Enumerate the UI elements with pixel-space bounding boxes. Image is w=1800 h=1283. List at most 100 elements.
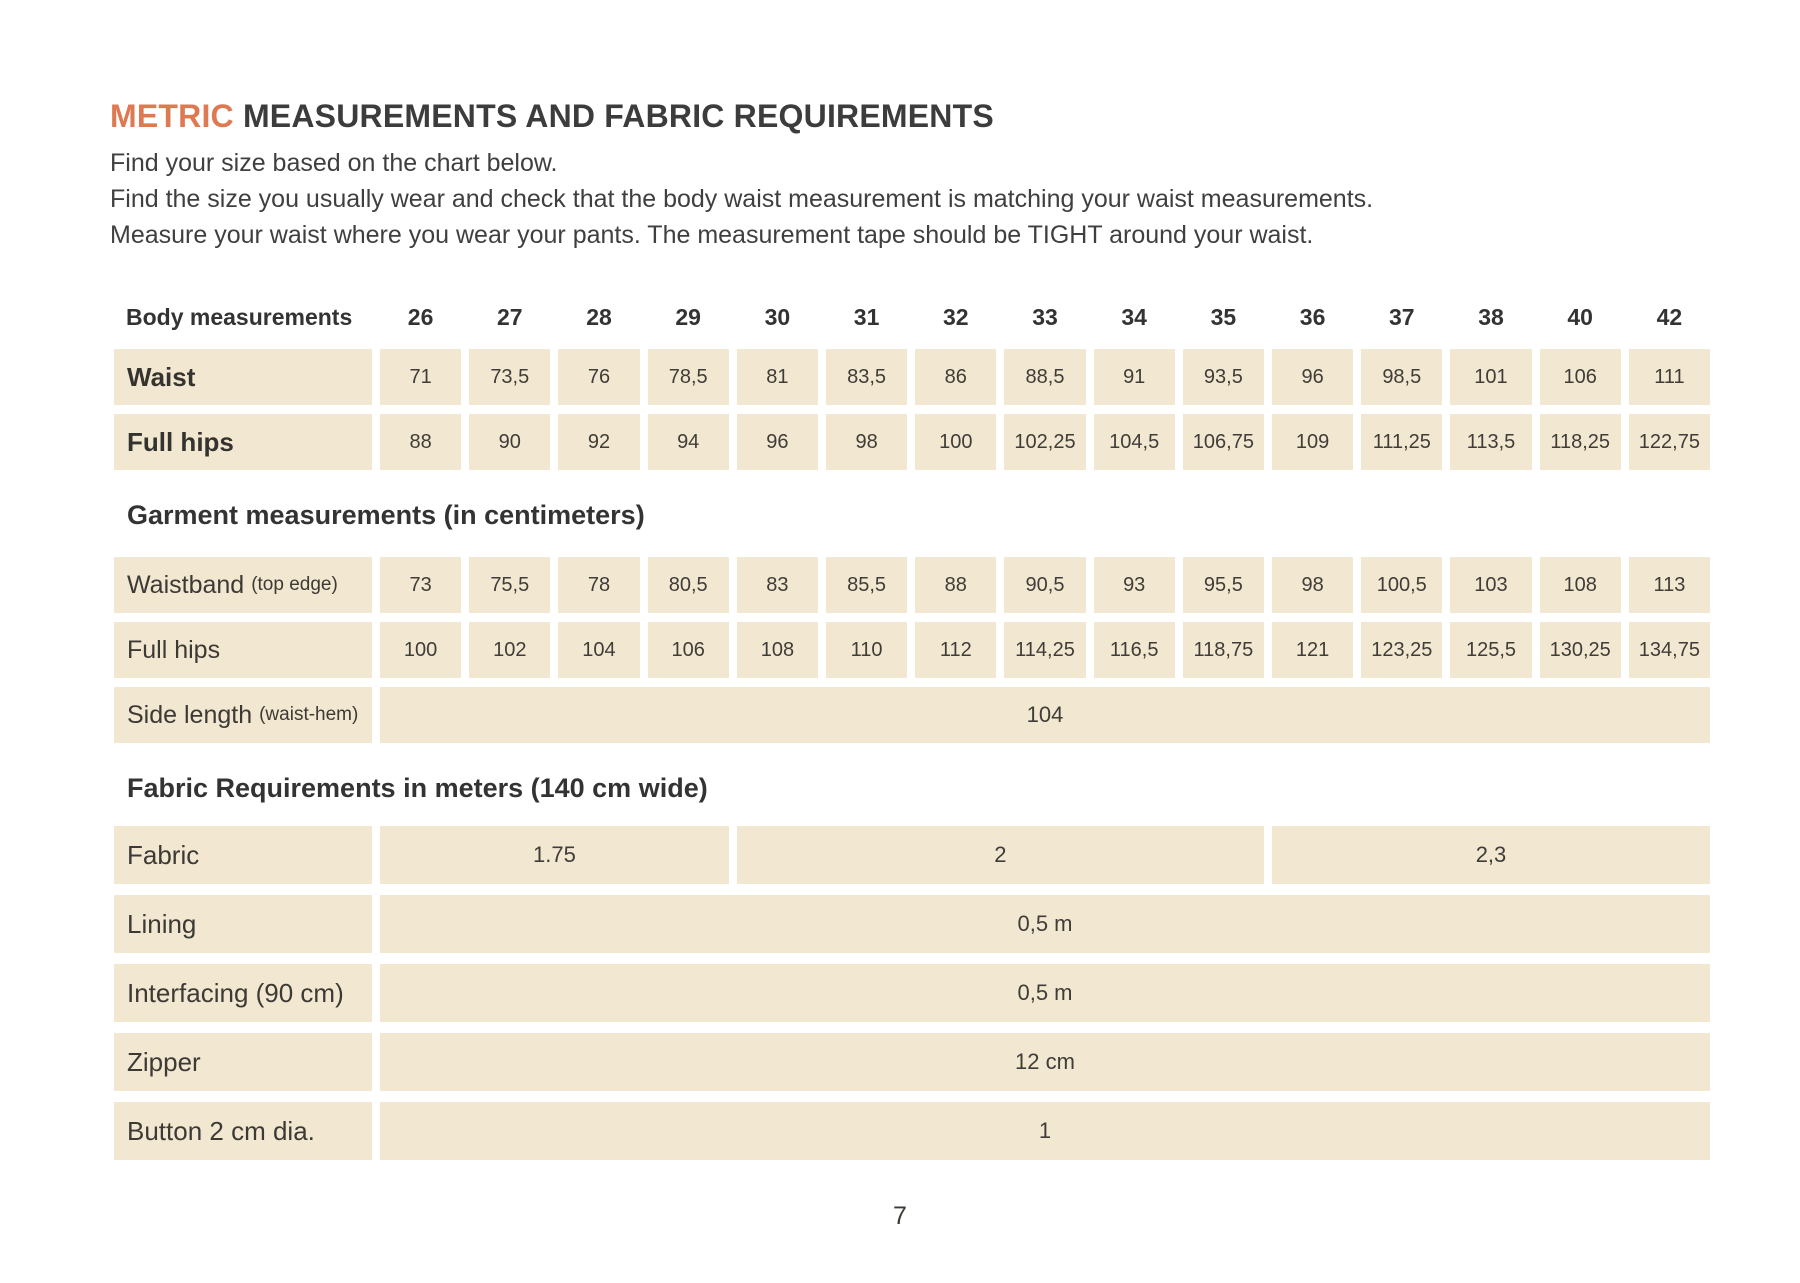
side-length-value: 104 (380, 687, 1710, 743)
button-value: 1 (380, 1102, 1710, 1160)
size-column-header: 31 (853, 303, 880, 330)
fabric-amount-cell: 1.75 (380, 826, 729, 884)
waistband-row: Waistband (top edge) 73 75,5 78 80,5 83 85,5 8… (114, 557, 1710, 613)
garment-full-hips-value-cell: 121 (1271, 622, 1354, 678)
lining-value: 0,5 m (380, 895, 1710, 953)
waist-value-cell: 81 (736, 349, 818, 405)
intro-line-1: Find your size based on the chart below. (110, 149, 558, 177)
button-row: Button 2 cm dia. 1 (114, 1102, 1710, 1160)
garment-full-hips-value-cell: 125,5 (1450, 622, 1532, 678)
body-measurements-header: Body measurements (126, 303, 353, 330)
fabric-amount-cell: 2,3 (1271, 826, 1710, 884)
size-header-row: Body measurements 26 27 28 29 30 31 32 33 34 35 36… (114, 297, 1710, 337)
zipper-value: 12 cm (380, 1033, 1710, 1091)
row-label-zipper: Zipper (114, 1033, 372, 1091)
garment-full-hips-value-cell: 118,75 (1182, 622, 1264, 678)
garment-full-hips-value-cell: 106 (647, 622, 729, 678)
size-column-header: 34 (1121, 303, 1147, 330)
full-hips-value-cell: 118,25 (1539, 414, 1621, 470)
waist-value-cell: 71 (380, 349, 462, 405)
waist-value-cell: 86 (915, 349, 997, 405)
waist-value-cell: 76 (558, 349, 640, 405)
row-label-waist: Waist (114, 349, 372, 405)
size-column-header: 27 (496, 303, 523, 330)
interfacing-row: Interfacing (90 cm) 0,5 m (114, 964, 1710, 1022)
waistband-value-cell: 83 (736, 557, 818, 613)
size-column-header: 26 (407, 303, 434, 330)
body-full-hips-row: Full hips 88 90 92 94 96 98 100 102,25 104,5 106,… (114, 414, 1710, 470)
zipper-row: Zipper 12 cm (114, 1033, 1710, 1091)
garment-full-hips-value-cell: 116,5 (1093, 622, 1175, 678)
garment-full-hips-value-cell: 130,25 (1539, 622, 1621, 678)
garment-full-hips-row: Full hips 100 102 104 106 108 110 112 114,25 116… (114, 622, 1710, 678)
side-length-label-note: (waist-hem) (259, 704, 359, 725)
full-hips-value-cell: 98 (825, 414, 908, 470)
size-column-header: 32 (942, 303, 969, 330)
garment-full-hips-value-cell: 123,25 (1361, 622, 1443, 678)
size-column-header: 38 (1478, 303, 1504, 330)
waistband-value-cell: 88 (915, 557, 997, 613)
size-column-header: 33 (1032, 303, 1058, 330)
full-hips-value-cell: 88 (380, 414, 462, 470)
lining-row: Lining 0,5 m (114, 895, 1710, 953)
size-column-header: 40 (1567, 303, 1593, 330)
size-column-header: 28 (586, 303, 612, 330)
row-label-button: Button 2 cm dia. (114, 1102, 372, 1160)
waistband-value-cell: 93 (1093, 557, 1175, 613)
title-accent: METRIC (110, 98, 234, 134)
page-title: METRIC MEASUREMENTS AND FABRIC REQUIREME… (110, 98, 1710, 135)
waist-value-cell: 93,5 (1182, 349, 1264, 405)
fabric-row: Fabric 1.75 2 2,3 (114, 826, 1710, 884)
row-label-body-full-hips: Full hips (114, 414, 372, 470)
waistband-value-cell: 78 (558, 557, 640, 613)
waistband-label-note: (top edge) (251, 574, 338, 595)
garment-section-heading: Garment measurements (in centimeters) (127, 500, 645, 530)
waistband-value-cell: 108 (1539, 557, 1621, 613)
waistband-value-cell: 85,5 (825, 557, 908, 613)
waistband-value-cell: 95,5 (1182, 557, 1264, 613)
waistband-value-cell: 75,5 (469, 557, 551, 613)
row-label-side-length: Side length (waist-hem) (114, 687, 372, 743)
full-hips-value-cell: 92 (558, 414, 640, 470)
row-label-fabric: Fabric (114, 826, 372, 884)
full-hips-value-cell: 109 (1271, 414, 1354, 470)
waistband-value-cell: 90,5 (1004, 557, 1086, 613)
full-hips-value-cell: 113,5 (1450, 414, 1532, 470)
interfacing-value: 0,5 m (380, 964, 1710, 1022)
full-hips-value-cell: 90 (469, 414, 551, 470)
waistband-value-cell: 80,5 (647, 557, 729, 613)
waistband-value-cell: 103 (1450, 557, 1532, 613)
size-column-header: 30 (764, 303, 791, 330)
waistband-value-cell: 73 (380, 557, 462, 613)
garment-full-hips-value-cell: 134,75 (1628, 622, 1710, 678)
full-hips-value-cell: 122,75 (1628, 414, 1710, 470)
waistband-value-cell: 113 (1628, 557, 1710, 613)
full-hips-value-cell: 106,75 (1182, 414, 1264, 470)
garment-full-hips-value-cell: 114,25 (1004, 622, 1086, 678)
waist-value-cell: 106 (1539, 349, 1621, 405)
garment-full-hips-value-cell: 112 (915, 622, 997, 678)
full-hips-value-cell: 104,5 (1093, 414, 1175, 470)
size-column-header: 36 (1299, 303, 1326, 330)
full-hips-value-cell: 96 (736, 414, 818, 470)
full-hips-value-cell: 94 (647, 414, 729, 470)
waistband-label-text: Waistband (127, 570, 245, 599)
size-column-header: 42 (1656, 303, 1683, 330)
waistband-value-cell: 100,5 (1361, 557, 1443, 613)
garment-full-hips-value-cell: 108 (736, 622, 818, 678)
full-hips-value-cell: 111,25 (1361, 414, 1443, 470)
size-column-header: 29 (675, 303, 701, 330)
title-rest: MEASUREMENTS AND FABRIC REQUIREMENTS (233, 98, 994, 134)
waist-value-cell: 88,5 (1004, 349, 1086, 405)
side-length-label-text: Side length (127, 700, 253, 729)
fabric-section-heading: Fabric Requirements in meters (140 cm wi… (127, 773, 708, 803)
measurement-table: Body measurements 26 27 28 29 30 31 32 33 34 35 36… (114, 297, 1710, 1160)
row-label-waistband: Waistband (top edge) (114, 557, 372, 613)
garment-full-hips-value-cell: 102 (469, 622, 551, 678)
page-number: 7 (893, 1202, 907, 1230)
row-label-lining: Lining (114, 895, 372, 953)
intro-line-2: Find the size you usually wear and check… (110, 185, 1374, 213)
waist-value-cell: 83,5 (825, 349, 908, 405)
side-length-row: Side length (waist-hem) 104 (114, 687, 1710, 743)
size-column-header: 35 (1210, 303, 1237, 330)
